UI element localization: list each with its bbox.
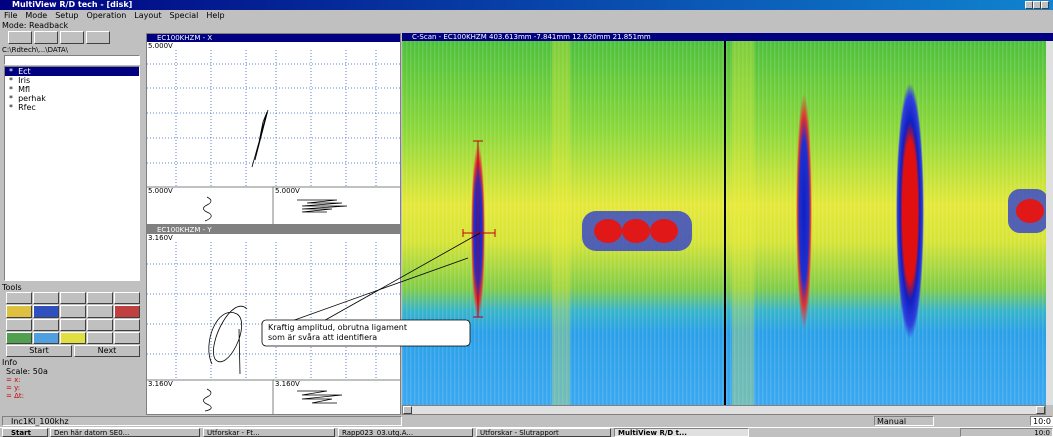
mode-label: Mode: Readback xyxy=(2,21,68,30)
menu-item[interactable]: Layout xyxy=(134,11,161,20)
status-clock: 10:0 xyxy=(1030,416,1053,426)
menu-item[interactable]: Help xyxy=(206,11,224,20)
file-name: Mfl xyxy=(18,85,30,94)
file-item[interactable]: * Ect xyxy=(5,67,139,76)
x-view: EC100KHZM - X 5.000V 5.000V 5.000V xyxy=(146,33,401,225)
path-box[interactable] xyxy=(4,55,140,65)
info-row: = y: xyxy=(6,384,24,392)
view-label: 3.160V xyxy=(148,380,173,388)
tool-button[interactable] xyxy=(33,332,59,344)
scale-label: Scale: 50a xyxy=(6,367,48,376)
annotation-line: som är svåra att identifiera xyxy=(268,333,407,343)
file-name: perhak xyxy=(18,94,46,103)
view-label: 5.000V xyxy=(275,187,300,195)
file-name: Ect xyxy=(18,67,31,76)
tool-button[interactable] xyxy=(6,332,32,344)
file-name: Iris xyxy=(18,76,30,85)
file-item[interactable]: * Mfl xyxy=(5,85,139,94)
file-marker: * xyxy=(9,85,13,94)
mode-button[interactable] xyxy=(60,31,84,44)
task-button[interactable]: Rapp023_03.utg.A... xyxy=(338,428,473,437)
tool-button[interactable] xyxy=(114,292,140,304)
tool-button[interactable] xyxy=(6,292,32,304)
file-list: * Ect * Iris * Mfl * perhak * Rfec xyxy=(4,66,140,281)
file-name: Rfec xyxy=(18,103,36,112)
start-button[interactable]: Start xyxy=(6,345,72,357)
view-label: 3.160V xyxy=(275,380,300,388)
window-controls[interactable] xyxy=(1025,1,1051,9)
info-label: Info xyxy=(2,358,17,367)
tool-button[interactable] xyxy=(33,305,59,317)
cscan-image xyxy=(402,41,1046,405)
tool-button[interactable] xyxy=(60,292,86,304)
info-row: = Δt: xyxy=(6,392,24,400)
task-button[interactable]: MultiView R/D t... xyxy=(614,428,749,437)
view-title: EC100KHZM - X xyxy=(147,34,400,42)
file-marker: * xyxy=(9,94,13,103)
task-button[interactable]: Den här datorn SE0... xyxy=(50,428,200,437)
menu-item[interactable]: Operation xyxy=(86,11,126,20)
tool-button[interactable] xyxy=(6,305,32,317)
mode-button[interactable] xyxy=(8,31,32,44)
file-marker: * xyxy=(9,76,13,85)
tool-button[interactable] xyxy=(33,292,59,304)
view-label: 5.000V xyxy=(148,187,173,195)
task-button[interactable]: Utforskar - Slutrapport xyxy=(476,428,611,437)
tool-button[interactable] xyxy=(87,332,113,344)
v-scrollbar[interactable] xyxy=(1046,41,1053,405)
path-label: C:\Rdtech\...\DATA\ xyxy=(2,46,68,54)
app: MultiView R/D tech - [disk] File Mode Setu… xyxy=(0,0,1053,437)
tool-button[interactable] xyxy=(60,305,86,317)
tool-button[interactable] xyxy=(114,332,140,344)
file-item[interactable]: * Rfec xyxy=(5,103,139,112)
start-menu[interactable]: Start xyxy=(2,428,48,437)
file-marker: * xyxy=(9,103,13,112)
view-title: EC100KHZM - Y xyxy=(147,226,400,234)
tool-button[interactable] xyxy=(60,319,86,331)
tool-button[interactable] xyxy=(87,292,113,304)
tool-button[interactable] xyxy=(6,319,32,331)
tool-button[interactable] xyxy=(87,319,113,331)
tray-clock: 10:0 xyxy=(960,428,1053,437)
status-file: Inc1Kl_100khz xyxy=(2,416,402,426)
h-scrollbar[interactable] xyxy=(402,405,1046,415)
mode-buttons xyxy=(8,31,118,44)
left-panel: Mode: Readback C:\Rdtech\...\DATA\ * Ect… xyxy=(0,21,146,415)
file-item[interactable]: * Iris xyxy=(5,76,139,85)
tool-grid xyxy=(6,292,140,344)
menu-item[interactable]: Special xyxy=(170,11,199,20)
title-bar: MultiView R/D tech - [disk] xyxy=(0,0,1053,10)
annotation: Kraftig amplitud, obrutna ligament som ä… xyxy=(268,323,407,343)
tools-label: Tools xyxy=(2,283,22,292)
file-marker: * xyxy=(9,67,13,76)
tool-button[interactable] xyxy=(114,319,140,331)
info-row: = x: xyxy=(6,376,24,384)
menu-item[interactable]: File xyxy=(4,11,17,20)
tool-button[interactable] xyxy=(33,319,59,331)
x-plot xyxy=(147,42,400,224)
tool-button[interactable] xyxy=(87,305,113,317)
mode-button[interactable] xyxy=(86,31,110,44)
cscan-window: C-Scan - EC100KHZM 403.613mm -7.841mm 12… xyxy=(402,33,1053,415)
mode-button[interactable] xyxy=(34,31,58,44)
cscan-title: C-Scan - EC100KHZM 403.613mm -7.841mm 12… xyxy=(402,33,1053,41)
y-view: EC100KHZM - Y 3.160V 3.160V 3.160V xyxy=(146,225,401,415)
tool-button[interactable] xyxy=(114,305,140,317)
status-mode: Manual xyxy=(874,416,934,426)
tool-button[interactable] xyxy=(60,332,86,344)
menu-item[interactable]: Mode xyxy=(25,11,47,20)
next-button[interactable]: Next xyxy=(74,345,140,357)
info-rows: = x:= y:= Δt: xyxy=(6,376,24,400)
menu-bar: File Mode Setup Operation Layout Special Help xyxy=(0,10,1053,21)
file-item[interactable]: * perhak xyxy=(5,94,139,103)
annotation-line: Kraftig amplitud, obrutna ligament xyxy=(268,323,407,333)
menu-item[interactable]: Setup xyxy=(55,11,78,20)
status-bar: Inc1Kl_100khz Manual 10:0 xyxy=(0,415,1053,427)
task-button[interactable]: Utforskar - Ft... xyxy=(203,428,335,437)
